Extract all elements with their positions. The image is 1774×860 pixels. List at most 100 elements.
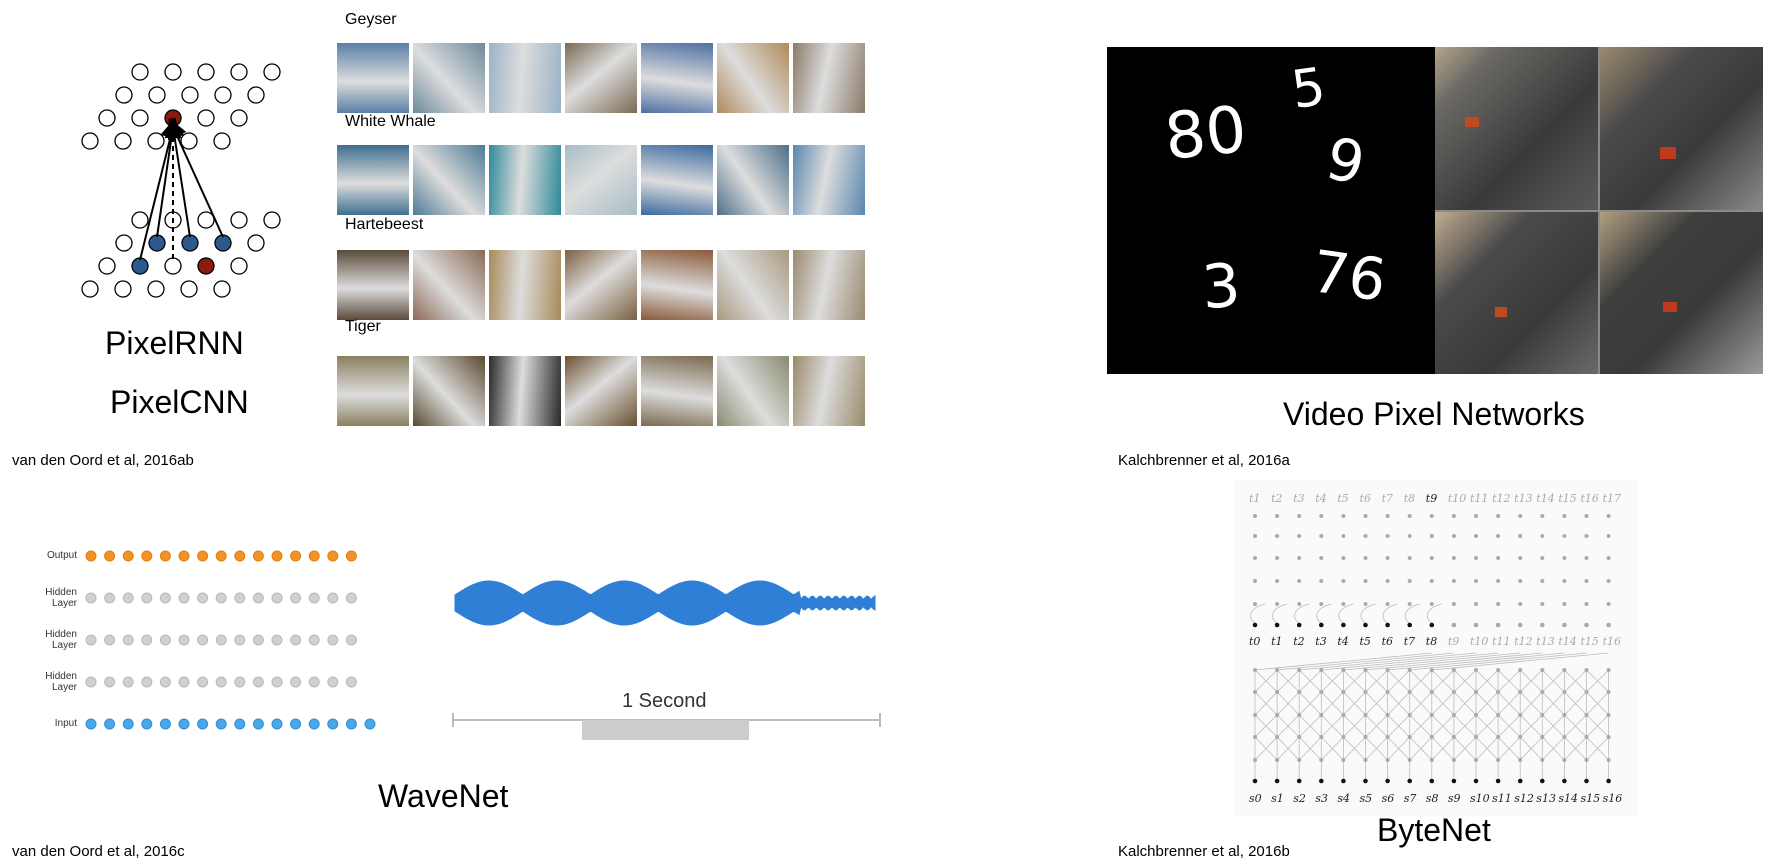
encoder-node (1297, 758, 1302, 762)
decoder-node (1562, 556, 1567, 560)
wavenet-node (271, 550, 283, 562)
wavenet-node (141, 592, 153, 604)
wavenet-node (345, 718, 357, 730)
decoder-node (1540, 602, 1545, 606)
encoder-edge (1321, 691, 1344, 716)
decoder-node (1385, 534, 1390, 538)
decoder-input-node (1319, 622, 1324, 628)
decoder-input-label: t3 (1315, 635, 1326, 648)
encoder-edge (1564, 736, 1587, 761)
encoder-node (1474, 758, 1478, 762)
decoder-node (1584, 534, 1589, 538)
encoder-node (1451, 713, 1456, 717)
target-label: t13 (1514, 492, 1532, 505)
encoder-edge (1431, 714, 1455, 738)
encoder-node (1275, 690, 1280, 694)
encoder-edge (1365, 714, 1388, 738)
decoder-node (1496, 556, 1501, 560)
source-node (1495, 778, 1501, 784)
decoder-node (1275, 579, 1280, 583)
decoder-node (1540, 579, 1545, 583)
wavenet-node (234, 592, 246, 604)
wavenet-node (252, 634, 264, 646)
encoder-edge (1519, 691, 1543, 716)
wavenet-node (197, 592, 209, 604)
class-label-tiger: Tiger (345, 318, 381, 335)
encoder-node (1562, 668, 1567, 672)
wavenet-node (178, 676, 190, 688)
encoder-node (1518, 690, 1523, 694)
decoder-input-node (1473, 622, 1479, 628)
encoder-edge (1542, 691, 1565, 716)
decoder-node (1584, 602, 1589, 606)
wavenet-node (215, 592, 227, 604)
source-label: s8 (1426, 792, 1439, 805)
decoder-node (1518, 556, 1523, 560)
encoder-edge (1276, 736, 1300, 761)
wavenet-node (252, 550, 264, 562)
encoder-node (1319, 758, 1324, 762)
encoder-edge (1542, 669, 1565, 693)
mnist-frame: 80 5 9 3 76 (1107, 47, 1435, 374)
source-node (1385, 778, 1390, 784)
encoder-node (1341, 713, 1346, 717)
pixel-node (180, 132, 198, 150)
mnist-digit: 3 (1199, 250, 1243, 324)
source-label: s3 (1315, 792, 1328, 805)
pixel-node (164, 109, 182, 127)
wavenet-node (290, 592, 302, 604)
wavenet-node (85, 592, 97, 604)
encoder-edge (1387, 669, 1410, 693)
object (1660, 147, 1676, 159)
decoder-input-node (1429, 622, 1435, 628)
decoder-node (1297, 514, 1302, 518)
encoder-node (1451, 758, 1456, 762)
encoder-edge (1431, 691, 1455, 716)
encoder-edge (1298, 714, 1322, 738)
wavenet-title: WaveNet (378, 778, 509, 814)
encoder-node (1341, 690, 1346, 694)
encoder-node (1496, 668, 1501, 672)
pixel-node (114, 280, 132, 298)
dependency-arrow (139, 117, 181, 261)
wavenet-node (197, 550, 209, 562)
image-row-tiger (337, 356, 865, 426)
decoder-node (1363, 534, 1368, 538)
target-label: t11 (1470, 492, 1488, 505)
wavenet-node (308, 718, 320, 730)
encoder-edge (1277, 652, 1454, 671)
encoder-node (1385, 690, 1390, 694)
wavenet-node (327, 718, 339, 730)
wavenet-node (345, 634, 357, 646)
decoder-node (1275, 602, 1280, 606)
encoder-node (1451, 690, 1456, 694)
encoder-node (1584, 735, 1589, 739)
wavenet-node (178, 634, 190, 646)
wavenet-node (271, 634, 283, 646)
sample-image (337, 145, 409, 215)
object (1495, 307, 1507, 317)
encoder-edge (1298, 669, 1322, 693)
encoder-node (1562, 690, 1567, 694)
encoder-node (1540, 713, 1545, 717)
wavenet-node (104, 634, 116, 646)
encoder-node (1540, 735, 1545, 739)
pixel-node (214, 86, 232, 104)
decoder-input-node (1562, 622, 1567, 628)
decoder-node (1275, 514, 1280, 518)
pixel-node (147, 280, 165, 298)
sample-image (413, 43, 485, 113)
one-second-bar (582, 720, 749, 740)
encoder-edge (1409, 714, 1433, 738)
wavenet-node (252, 676, 264, 688)
source-node (1473, 778, 1479, 784)
decoder-input-node (1363, 622, 1368, 628)
pixel-node (164, 63, 182, 81)
pixel-node (230, 63, 248, 81)
decoder-node (1429, 579, 1434, 583)
pixel-node (230, 257, 248, 275)
encoder-node (1429, 735, 1434, 739)
decoder-input-node (1451, 622, 1457, 628)
encoder-node (1297, 690, 1302, 694)
target-label: t10 (1448, 492, 1466, 505)
